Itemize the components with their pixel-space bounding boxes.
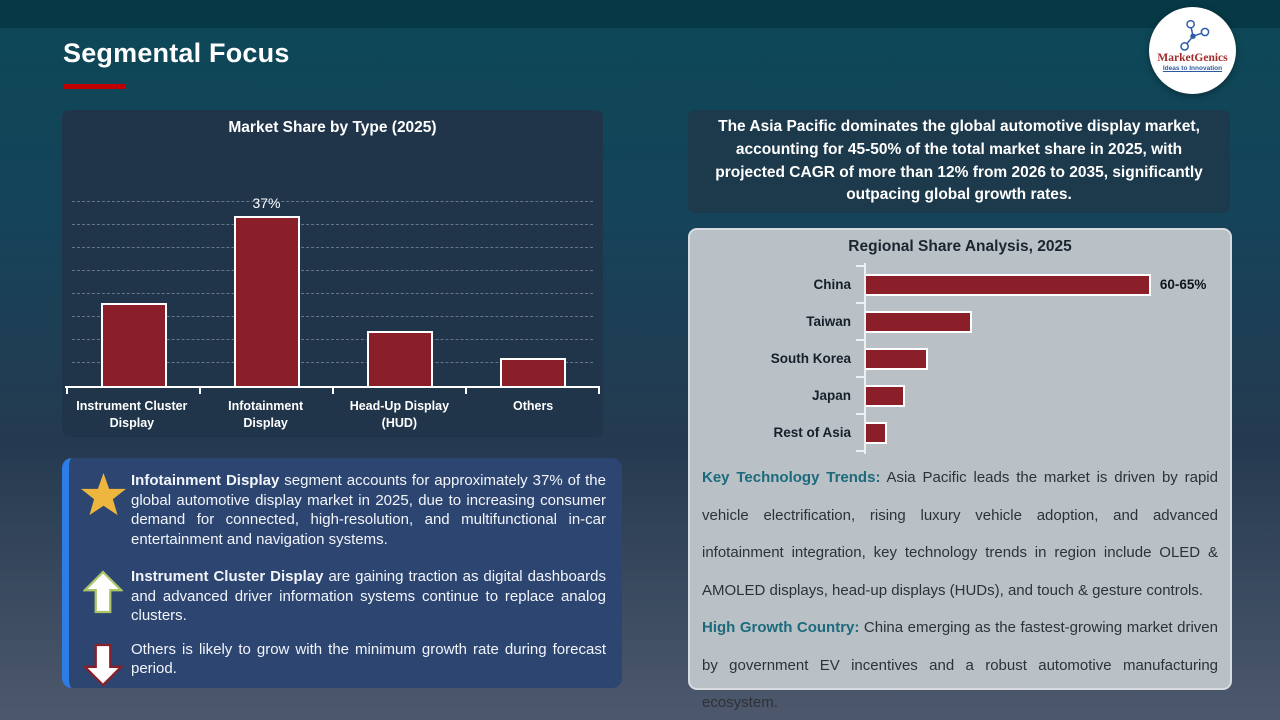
x-axis-label: Others [512, 399, 554, 413]
regional-bar-track [864, 384, 1218, 407]
insight-body: are gaining traction as digital dashboar… [131, 568, 606, 624]
page-title: Segmental Focus [63, 38, 290, 68]
regional-category-label: Japan [811, 388, 851, 403]
molecule-icon [1179, 19, 1209, 51]
bar-data-label: 37% [252, 194, 281, 211]
bar [366, 330, 433, 386]
axis-tick [332, 386, 334, 394]
axis-tick [66, 386, 68, 394]
regional-bar [864, 347, 929, 370]
axis-tick [465, 386, 467, 394]
bar-cell [67, 200, 200, 386]
market-share-chart-panel: Market Share by Type (2025) 37% Instrume… [62, 110, 603, 437]
regional-bar-track: 60-65% [864, 273, 1218, 296]
regional-axis [864, 263, 866, 454]
x-axis-label: Head-Up Display (HUD) [349, 399, 450, 430]
top-strip [0, 0, 1280, 28]
title-underline [64, 84, 126, 89]
market-share-xlabels: Instrument Cluster Display Infotainment D… [65, 398, 600, 432]
regional-category-label: Rest of Asia [773, 425, 851, 440]
regional-bar-track [864, 347, 1218, 370]
regional-data-label: 60-65% [1159, 277, 1207, 292]
paragraph: High Growth Country: China emerging as t… [702, 609, 1218, 720]
regional-row: China 60-65% [702, 266, 1218, 303]
x-axis-label: Infotainment Display [228, 399, 304, 430]
market-share-plot: 37% [65, 195, 600, 394]
gridline [72, 224, 593, 225]
regional-category-label: Taiwan [806, 314, 851, 329]
up-arrow-icon [75, 567, 131, 626]
paragraph-lead: High Growth Country: [702, 619, 860, 636]
gridline [72, 293, 593, 294]
axis-ticks [66, 386, 600, 396]
x-axis-label: Instrument Cluster Display [76, 399, 188, 430]
regional-axis-tick [856, 376, 864, 378]
regional-axis-tick [856, 265, 864, 267]
insight-text: Others is likely to grow with the minimu… [131, 640, 618, 689]
insight-text: Infotainment Display segment accounts fo… [131, 471, 618, 549]
list-item: Infotainment Display segment accounts fo… [75, 471, 618, 549]
regional-chart-title: Regional Share Analysis, 2025 [848, 238, 1072, 255]
insight-text: Instrument Cluster Display are gaining t… [131, 567, 618, 626]
bar [233, 215, 300, 386]
bars-row: 37% [67, 195, 599, 386]
gridline [72, 339, 593, 340]
regional-category-label: China [813, 277, 851, 292]
regional-axis-tick [856, 339, 864, 341]
logo-name: MarketGenics [1157, 52, 1228, 64]
market-share-chart-title: Market Share by Type (2025) [228, 119, 437, 136]
gridline [72, 201, 593, 202]
regional-category-label: South Korea [770, 351, 851, 366]
paragraph-body: China emerging as the fastest-growing ma… [702, 619, 1218, 711]
asia-pacific-statement: The Asia Pacific dominates the global au… [715, 117, 1203, 204]
bar [100, 303, 167, 386]
bar-cell [466, 200, 599, 386]
paragraph: Key Technology Trends: Asia Pacific lead… [702, 459, 1218, 609]
gridline [72, 362, 593, 363]
star-icon [75, 471, 131, 549]
list-item: Instrument Cluster Display are gaining t… [75, 567, 618, 626]
regional-bar [864, 273, 1151, 296]
paragraph-body: Asia Pacific leads the market is driven … [702, 469, 1218, 599]
regional-row: South Korea [702, 340, 1218, 377]
paragraph-lead: Key Technology Trends: [702, 469, 881, 486]
insight-body: segment accounts for approximately 37% o… [131, 472, 606, 548]
axis-tick [598, 386, 600, 394]
insight-body: Others is likely to grow with the minimu… [131, 640, 606, 678]
regional-bar [864, 310, 972, 333]
logo-tagline: Ideas to Innovation [1162, 65, 1223, 72]
bar-cell [333, 200, 466, 386]
insight-lead: Infotainment Display [131, 472, 280, 489]
axis-tick [199, 386, 201, 394]
regional-row: Taiwan [702, 303, 1218, 340]
company-logo: MarketGenics Ideas to Innovation [1149, 7, 1236, 94]
asia-pacific-statement-box: The Asia Pacific dominates the global au… [688, 110, 1230, 213]
regional-axis-tick [856, 450, 864, 452]
regional-bar-track [864, 421, 1218, 444]
bar [499, 358, 566, 386]
regional-row: Rest of Asia [702, 414, 1218, 451]
segment-insights-box: Infotainment Display segment accounts fo… [62, 458, 622, 688]
regional-share-panel: Regional Share Analysis, 2025 China 60-65… [688, 228, 1232, 711]
regional-notes: Key Technology Trends: Asia Pacific lead… [702, 459, 1218, 720]
regional-bar-track [864, 310, 1218, 333]
regional-axis-tick [856, 413, 864, 415]
gridline [72, 247, 593, 248]
regional-bar [864, 384, 906, 407]
gridline [72, 316, 593, 317]
list-item: Others is likely to grow with the minimu… [75, 640, 618, 689]
insight-lead: Instrument Cluster Display [131, 568, 324, 585]
regional-bar [864, 421, 887, 444]
regional-row: Japan [702, 377, 1218, 414]
gridline [72, 270, 593, 271]
regional-rows: China 60-65% Taiwan South Korea Japan Rest of… [702, 263, 1218, 454]
down-arrow-icon [75, 640, 131, 689]
regional-axis-tick [856, 302, 864, 304]
bar-cell: 37% [200, 195, 333, 386]
